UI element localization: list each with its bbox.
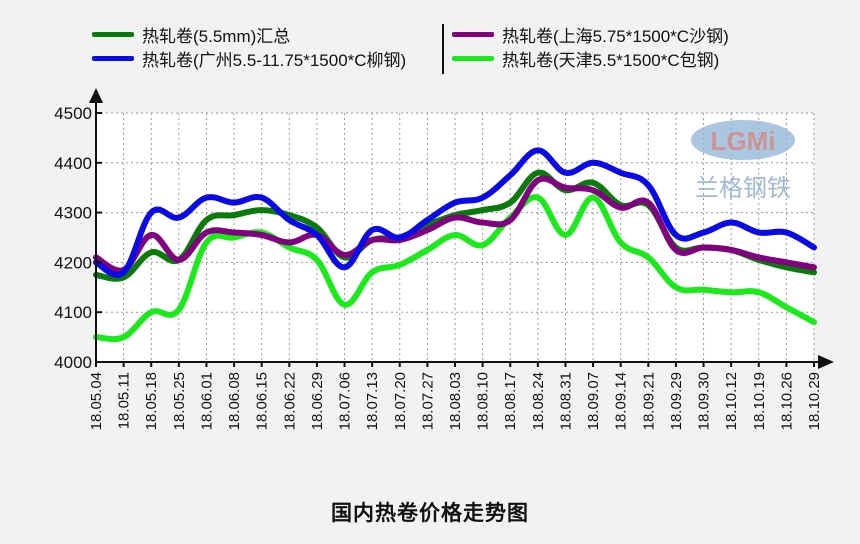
x-tick-label: 18.07.27 xyxy=(419,372,436,430)
legend-label: 热轧卷(广州5.5-11.75*1500*C柳钢) xyxy=(142,50,407,70)
x-tick-label: 18.09.07 xyxy=(585,372,602,430)
legend-swatch-blue xyxy=(92,55,134,61)
y-tick-label: 4400 xyxy=(54,154,92,173)
legend-column-right: 热轧卷(上海5.75*1500*C沙钢) 热轧卷(天津5.5*1500*C包钢) xyxy=(452,22,729,70)
grid-lines xyxy=(96,112,815,362)
x-tick-label: 18.09.30 xyxy=(696,372,713,430)
legend-column-left: 热轧卷(5.5mm)汇总 热轧卷(广州5.5-11.75*1500*C柳钢) xyxy=(92,22,406,70)
x-tick-label: 18.10.26 xyxy=(778,372,795,430)
x-tick-label: 18.05.04 xyxy=(88,372,105,430)
legend-divider xyxy=(442,24,444,74)
chart-title: 国内热卷价格走势图 xyxy=(331,502,529,525)
x-axis-arrow-icon xyxy=(818,355,834,369)
y-tick-label: 4000 xyxy=(54,353,92,372)
legend-swatch-green-dark xyxy=(92,31,134,37)
x-tick-label: 18.06.29 xyxy=(309,372,326,430)
svg-text:兰格钢铁: 兰格钢铁 xyxy=(695,174,791,202)
x-tick-label: 18.07.06 xyxy=(337,372,354,430)
x-tick-label: 18.07.13 xyxy=(364,372,381,430)
y-axis-arrow-icon xyxy=(89,88,103,103)
series-line xyxy=(93,175,817,274)
legend-item-shanghai: 热轧卷(上海5.75*1500*C沙钢) xyxy=(452,22,729,46)
x-tick-label: 18.07.20 xyxy=(392,372,409,430)
y-tick-label: 4300 xyxy=(54,204,92,223)
y-tick-label: 4500 xyxy=(54,104,92,123)
legend-label: 热轧卷(5.5mm)汇总 xyxy=(142,26,291,46)
x-axis-ticks: 18.05.04 18.05.11 18.05.18 18.05.25 18.06.01… xyxy=(88,362,823,430)
x-tick-label: 18.06.22 xyxy=(281,372,298,430)
svg-text:LGMi: LGMi xyxy=(711,126,776,156)
x-tick-label: 18.09.29 xyxy=(668,372,685,430)
y-tick-label: 4200 xyxy=(54,253,92,272)
x-tick-label: 18.08.31 xyxy=(557,372,574,430)
y-axis-ticks: 4000 4100 4200 4300 4400 4500 xyxy=(54,104,102,372)
series-line xyxy=(93,147,817,278)
series-line xyxy=(93,194,817,343)
axes xyxy=(89,88,834,369)
legend-label: 热轧卷(天津5.5*1500*C包钢) xyxy=(502,50,720,70)
legend-swatch-purple xyxy=(452,31,494,37)
x-tick-label: 18.10.19 xyxy=(751,372,768,430)
legend-swatch-green-light xyxy=(452,55,494,61)
x-tick-label: 18.05.11 xyxy=(116,372,133,429)
legend-item-guangzhou: 热轧卷(广州5.5-11.75*1500*C柳钢) xyxy=(92,46,406,70)
x-tick-label: 18.05.18 xyxy=(143,372,160,430)
legend-item-tianjin: 热轧卷(天津5.5*1500*C包钢) xyxy=(452,46,729,70)
x-tick-label: 18.10.12 xyxy=(723,372,740,430)
x-tick-label: 18.09.14 xyxy=(613,372,630,430)
series-lines xyxy=(93,147,817,343)
x-tick-label: 18.06.08 xyxy=(226,372,243,430)
legend-label: 热轧卷(上海5.75*1500*C沙钢) xyxy=(502,26,729,46)
x-tick-label: 18.08.24 xyxy=(530,372,547,430)
x-tick-label: 18.05.25 xyxy=(171,372,188,430)
x-tick-label: 18.06.01 xyxy=(198,372,215,430)
x-tick-label: 18.08.17 xyxy=(502,372,519,430)
legend-item-summary: 热轧卷(5.5mm)汇总 xyxy=(92,22,406,46)
y-tick-label: 4100 xyxy=(54,303,92,322)
chart-legend: 热轧卷(5.5mm)汇总 热轧卷(广州5.5-11.75*1500*C柳钢) 热… xyxy=(92,22,792,74)
x-tick-label: 18.08.03 xyxy=(447,372,464,430)
watermark-logo: LGMi 兰格钢铁 xyxy=(691,120,795,202)
x-tick-label: 18.10.29 xyxy=(806,372,823,430)
x-tick-label: 18.08.10 xyxy=(475,372,492,430)
x-tick-label: 18.09.21 xyxy=(640,372,657,430)
x-tick-label: 18.06.15 xyxy=(254,372,271,430)
